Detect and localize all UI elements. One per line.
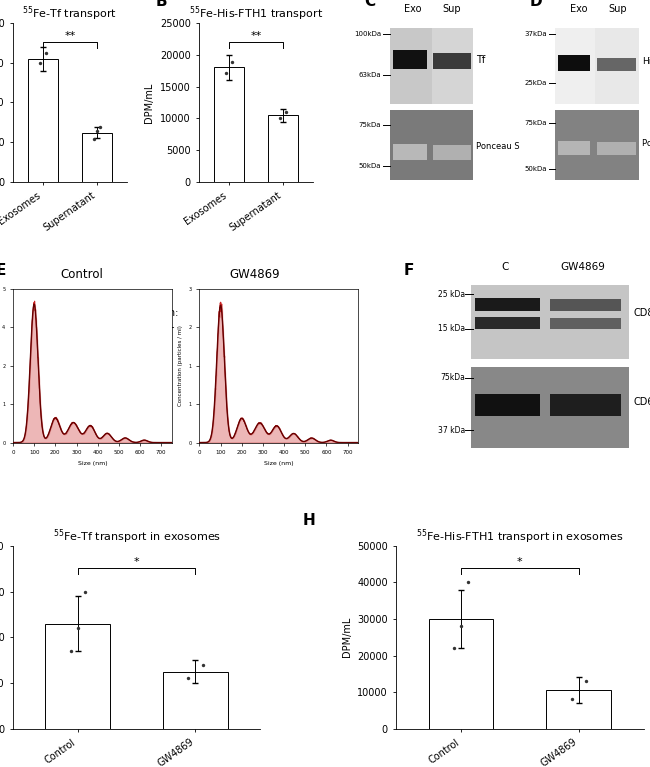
Bar (475, 298, 540, 311)
Text: 75kDa: 75kDa (359, 122, 382, 127)
Bar (550, 318, 621, 329)
Bar (434, 53, 471, 69)
Text: 75kDa: 75kDa (440, 374, 465, 383)
Text: 63kDa: 63kDa (359, 72, 382, 78)
Text: Tf: Tf (476, 55, 486, 65)
Text: E: E (0, 262, 6, 278)
Text: 50kDa: 50kDa (525, 166, 547, 172)
Text: GW4869: GW4869 (560, 262, 605, 272)
Point (66, 645, 76, 657)
Text: Sup: Sup (608, 4, 627, 14)
Bar (82, 133, 112, 182)
Bar (558, 54, 590, 71)
Point (220, 67, 231, 79)
Point (567, 693, 577, 706)
Text: 37 kDa: 37 kDa (437, 426, 465, 435)
Bar (268, 115, 298, 182)
Bar (597, 58, 636, 71)
Text: Concentration:
3.69e+009+/-
2.17e+008
particles/ml: Concentration: 3.69e+009+/- 2.17e+008 pa… (106, 308, 179, 360)
Point (463, 576, 473, 588)
Text: 25kDa: 25kDa (525, 81, 547, 87)
Bar (471, 285, 629, 359)
Text: Exo: Exo (404, 4, 422, 14)
Text: *: * (134, 557, 140, 567)
Bar (595, 28, 639, 104)
Text: *: * (517, 557, 523, 567)
Bar (555, 110, 639, 180)
Text: Concentration:
1.36e+009+/-
2.46e+007
particles/ml: Concentration: 1.36e+009+/- 2.46e+007 pa… (279, 308, 351, 360)
Text: 50kDa: 50kDa (359, 163, 382, 169)
Text: Ponsceau S: Ponsceau S (642, 140, 650, 148)
Point (88, 133, 99, 145)
Bar (471, 367, 629, 448)
Bar (547, 690, 611, 729)
Bar (550, 393, 621, 416)
Bar (597, 142, 636, 155)
Text: F: F (404, 262, 414, 278)
Text: B: B (156, 0, 168, 9)
Bar (390, 110, 473, 180)
Bar (393, 50, 427, 69)
Point (34, 57, 45, 69)
Bar (475, 393, 540, 416)
Point (183, 672, 194, 684)
Point (73, 622, 83, 634)
Text: Exo: Exo (569, 4, 587, 14)
Point (41, 47, 51, 59)
Text: **: ** (64, 31, 75, 41)
Text: D: D (530, 0, 543, 9)
Bar (475, 317, 540, 329)
Text: 100kDa: 100kDa (354, 31, 382, 37)
Text: 75kDa: 75kDa (525, 120, 547, 126)
Text: Control: Control (60, 268, 103, 281)
Bar (214, 67, 244, 182)
Text: CD81: CD81 (633, 308, 650, 318)
Bar (558, 140, 590, 155)
Point (580, 675, 591, 687)
Bar (163, 672, 228, 729)
Text: 15 kDa: 15 kDa (437, 324, 465, 334)
Text: GW4869: GW4869 (229, 268, 280, 281)
Bar (432, 28, 473, 104)
Point (79, 585, 90, 597)
Title: $^{55}$Fe-His-FTH1 transport in exosomes: $^{55}$Fe-His-FTH1 transport in exosomes (416, 527, 623, 546)
Point (448, 642, 459, 654)
Point (95, 121, 105, 133)
Y-axis label: DPM/mL: DPM/mL (144, 82, 154, 123)
Point (92, 125, 102, 137)
Point (281, 106, 291, 118)
Title: $^{55}$Fe-Tf transport in exosomes: $^{55}$Fe-Tf transport in exosomes (53, 527, 221, 546)
Title: $^{55}$Fe-Tf transport: $^{55}$Fe-Tf transport (22, 5, 118, 23)
Text: Ponceau S: Ponceau S (476, 143, 520, 151)
Text: H: H (302, 513, 315, 528)
Point (198, 659, 208, 671)
Bar (555, 28, 639, 104)
Bar (428, 619, 493, 729)
Point (274, 112, 285, 124)
Bar (550, 299, 621, 311)
Bar (390, 28, 473, 104)
Text: 37kDa: 37kDa (524, 31, 547, 37)
Text: His-FTH1: His-FTH1 (642, 58, 650, 67)
Point (456, 621, 466, 633)
Point (227, 56, 237, 68)
Text: **: ** (250, 31, 261, 41)
Text: C: C (365, 0, 376, 9)
Text: 25 kDa: 25 kDa (437, 289, 465, 298)
Text: C: C (502, 262, 509, 272)
Y-axis label: DPM/mL: DPM/mL (342, 617, 352, 657)
Bar (46, 624, 110, 729)
Text: CD63: CD63 (633, 397, 650, 407)
Text: Sup: Sup (443, 4, 462, 14)
Bar (28, 59, 58, 182)
Bar (434, 145, 471, 160)
Bar (393, 143, 427, 160)
Title: $^{55}$Fe-His-FTH1 transport: $^{55}$Fe-His-FTH1 transport (188, 5, 323, 23)
